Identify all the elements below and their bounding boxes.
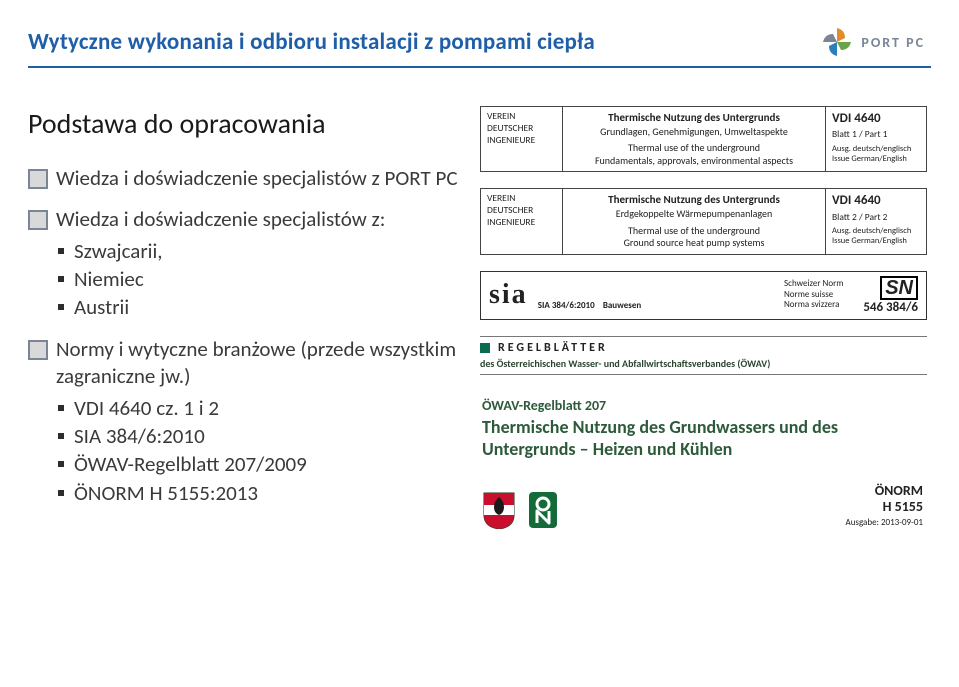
text: 546 384/6 [863,300,918,315]
vdi-id-block: VDI 4640 Blatt 1 / Part 1 Ausg. deutsch/… [826,107,926,171]
vdi-org: VEREIN DEUTSCHER INGENIEURE [481,107,563,171]
text: Thermische Nutzung des Grundwassers und … [482,416,842,461]
right-column: VEREIN DEUTSCHER INGENIEURE Thermische N… [480,106,931,529]
sub-item: ÖNORM H 5155:2013 [56,479,460,507]
text: Ground source heat pump systems [569,237,819,250]
sia-logo: sia [489,279,528,311]
owav-207-block: ÖWAV-Regelblatt 207 Thermische Nutzung d… [480,391,927,461]
sia-norm-labels: Schweizer Norm Norme suisse Norma svizze… [784,279,843,310]
text: REGELBLÄTTER [498,341,608,355]
bullet-label: Wiedza i doświadczenie specjalistów z PO… [56,165,458,191]
sub-list: Szwajcarii, Niemiec Austrii [56,237,460,322]
bullet-item: Wiedza i doświadczenie specjalistów z: S… [28,206,460,322]
pinwheel-icon [821,26,853,58]
text: INGENIEURE [487,135,556,147]
text: Blatt 1 / Part 1 [832,129,920,141]
brand-logo: PORT PC [821,26,925,58]
sub-item: Niemiec [56,265,460,293]
text: Norma svizzera [784,300,843,310]
sub-item: Austrii [56,293,460,321]
sub-list: VDI 4640 cz. 1 i 2 SIA 384/6:2010 ÖWAV-R… [56,394,460,507]
on-badge-icon [528,491,558,529]
sn-logo: SN [880,276,918,300]
sub-item: ÖWAV-Regelblatt 207/2009 [56,450,460,478]
text: Issue German/English [832,155,920,165]
text: Bauwesen [603,300,641,311]
text: ÖWAV-Regelblatt 207 [482,397,927,414]
text: ÖNORM [846,483,924,500]
text: VDI 4640 [832,193,920,209]
vdi-title-block: Thermische Nutzung des Untergrunds Erdge… [563,189,826,253]
page-title: Wytyczne wykonania i odbioru instalacji … [28,28,595,56]
text: SIA 384/6:2010 [538,300,595,311]
owav-head-block: REGELBLÄTTER des Österreichischen Wasser… [480,336,927,375]
bullet-item: Wiedza i doświadczenie specjalistów z PO… [28,165,460,192]
text: VDI 4640 [832,111,920,127]
brand-text: PORT PC [861,34,925,51]
square-icon [480,343,490,353]
sub-item: Szwajcarii, [56,237,460,265]
bullet-list: Wiedza i doświadczenie specjalistów z PO… [28,165,460,507]
emblems [480,491,558,529]
sub-item: SIA 384/6:2010 [56,422,460,450]
vdi-box-1: VEREIN DEUTSCHER INGENIEURE Thermische N… [480,106,927,172]
sia-box: sia SIA 384/6:2010 Bauwesen Schweizer No… [480,271,927,320]
shield-eagle-icon [482,491,516,529]
vdi-id-block: VDI 4640 Blatt 2 / Part 2 Ausg. deutsch/… [826,189,926,253]
text: Thermische Nutzung des Untergrunds [569,193,819,207]
text: Grundlagen, Genehmigungen, Umweltaspekte [569,126,819,139]
text: Erdgekoppelte Wärmepumpenanlagen [569,208,819,221]
text: Blatt 2 / Part 2 [832,212,920,224]
onorm-row: ÖNORM H 5155 Ausgabe: 2013-09-01 [480,483,927,529]
bullet-label: Normy i wytyczne branżowe (przede wszyst… [56,336,456,389]
text: INGENIEURE [487,217,556,229]
vdi-org: VEREIN DEUTSCHER INGENIEURE [481,189,563,253]
text: Issue German/English [832,237,920,247]
text: Ausgabe: 2013-09-01 [846,518,924,529]
text: Thermische Nutzung des Untergrunds [569,111,819,125]
text: Fundamentals, approvals, environmental a… [569,155,819,168]
bullet-label: Wiedza i doświadczenie specjalistów z: [56,206,385,232]
sub-item: VDI 4640 cz. 1 i 2 [56,394,460,422]
vdi-box-2: VEREIN DEUTSCHER INGENIEURE Thermische N… [480,188,927,254]
text: Thermal use of the underground [569,142,819,155]
owav-sub: des Österreichischen Wasser- und Abfallw… [480,357,927,375]
section-title: Podstawa do opracowania [28,106,460,141]
text: DEUTSCHER [487,123,556,135]
text: H 5155 [846,499,924,516]
header: Wytyczne wykonania i odbioru instalacji … [28,18,931,68]
bullet-item: Normy i wytyczne branżowe (przede wszyst… [28,336,460,507]
vdi-title-block: Thermische Nutzung des Untergrunds Grund… [563,107,826,171]
left-column: Podstawa do opracowania Wiedza i doświad… [28,106,460,529]
owav-head: REGELBLÄTTER [480,336,927,355]
onorm-block: ÖNORM H 5155 Ausgabe: 2013-09-01 [846,483,928,529]
